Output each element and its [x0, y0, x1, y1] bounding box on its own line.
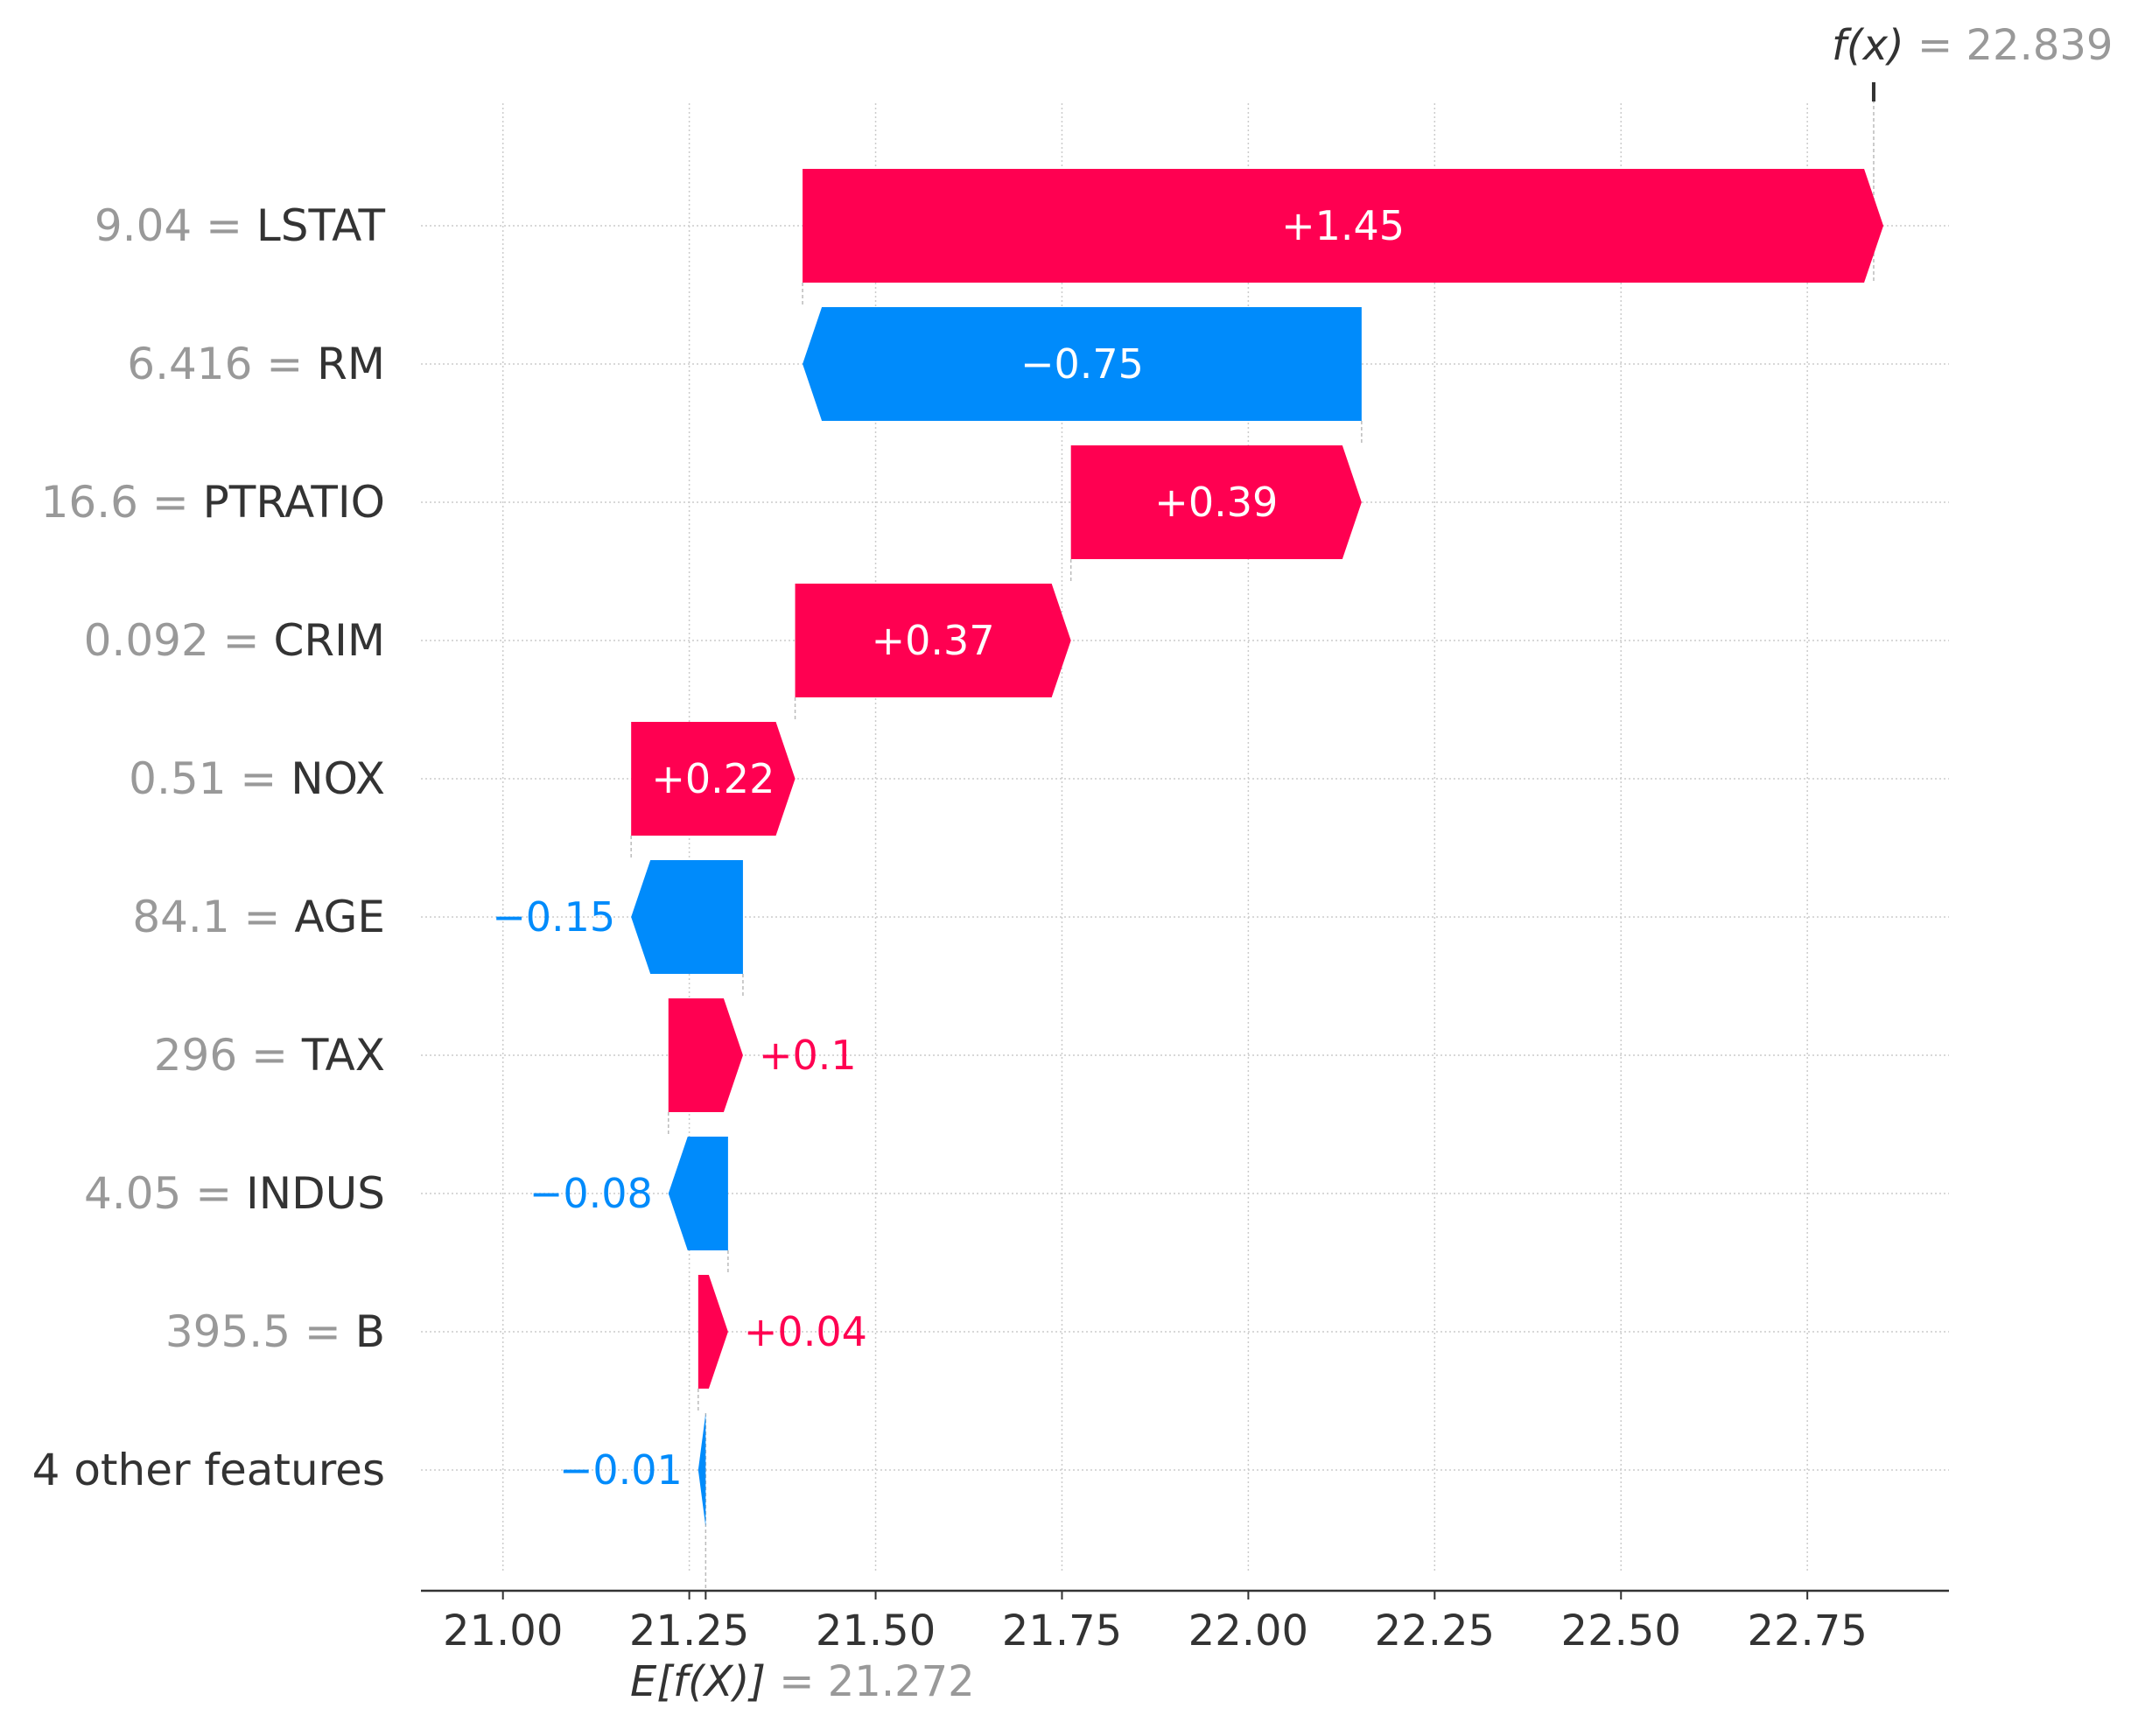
x-axis: 21.00 21.25 21.50 21.75 22.00 22.25 22.50 22.75 [421, 1589, 1949, 1656]
x-tick-label: 22.25 [1375, 1606, 1495, 1656]
output-value-label: f(x) = 22.839 [1832, 21, 2113, 70]
bar [795, 584, 1071, 697]
feature-label: 6.416 = RM [127, 339, 385, 389]
feature-label: 4 other features [32, 1445, 385, 1495]
feature-labels: 9.04 = LSTAT 6.416 = RM 16.6 = PTRATIO 0.09… [32, 200, 386, 1495]
feature-label: 395.5 = B [165, 1306, 385, 1357]
x-tick-label: 21.25 [629, 1606, 749, 1656]
bar-label: +0.22 [651, 755, 775, 802]
feature-name: NOX [291, 753, 385, 804]
feature-label: 0.51 = NOX [129, 753, 385, 804]
x-tick-label: 22.50 [1561, 1606, 1681, 1656]
feature-value: 0.51 = [129, 753, 291, 804]
bar [668, 998, 743, 1112]
x-tick-label: 22.00 [1188, 1606, 1308, 1656]
feature-value: 9.04 = [95, 200, 256, 251]
bar [803, 307, 1362, 421]
bars [631, 169, 1884, 1527]
bar-label: +0.39 [1154, 479, 1278, 526]
feature-name: RM [317, 339, 385, 389]
feature-value: 4.05 = [84, 1168, 246, 1219]
feature-name: INDUS [246, 1168, 385, 1219]
bar-label: +0.04 [744, 1308, 867, 1355]
feature-value: 395.5 = [165, 1306, 355, 1357]
x-tick-label: 22.75 [1747, 1606, 1867, 1656]
feature-value: 0.092 = [84, 615, 274, 666]
feature-label: 9.04 = LSTAT [95, 200, 386, 251]
x-tick-label: 21.00 [443, 1606, 563, 1656]
base-value-annotation: E[f(X)] = 21.272 [630, 1657, 975, 1706]
x-tick-label: 21.50 [816, 1606, 936, 1656]
bar [697, 1275, 728, 1389]
feature-name: TAX [301, 1030, 385, 1081]
bar [668, 1137, 728, 1250]
base-value-label: E[f(X)] = 21.272 [630, 1657, 975, 1706]
output-value-annotation: f(x) = 22.839 [1832, 21, 2113, 102]
bar [1070, 445, 1362, 559]
bar-label: −0.08 [529, 1170, 653, 1217]
feature-name: PTRATIO [203, 477, 385, 528]
feature-label: 296 = TAX [154, 1030, 385, 1081]
bar-label: +0.37 [872, 617, 995, 664]
output-value-number: = 22.839 [1904, 21, 2113, 70]
feature-value: 296 = [154, 1030, 302, 1081]
bar [803, 169, 1884, 283]
feature-label: 4.05 = INDUS [84, 1168, 385, 1219]
feature-name: CRIM [273, 615, 385, 666]
feature-value: 6.416 = [127, 339, 317, 389]
feature-label: 0.092 = CRIM [84, 615, 385, 666]
feature-label: 16.6 = PTRATIO [41, 477, 385, 528]
bar-label: −0.15 [492, 893, 615, 941]
bar-label: +1.45 [1281, 202, 1405, 249]
feature-name: 4 other features [32, 1445, 385, 1495]
output-value-symbol: f(x) [1832, 21, 1904, 70]
base-value-symbol: E[f(X)] [630, 1657, 766, 1706]
feature-name: LSTAT [256, 200, 386, 251]
feature-label: 84.1 = AGE [132, 892, 385, 942]
feature-value: 84.1 = [132, 892, 294, 942]
x-tick-label: 21.75 [1002, 1606, 1122, 1656]
base-value-number: = 21.272 [766, 1657, 975, 1706]
feature-value: 16.6 = [41, 477, 203, 528]
bar [631, 860, 743, 974]
feature-name: B [355, 1306, 385, 1357]
bar-labels: +1.45 −0.75 +0.39 +0.37 +0.22 −0.15 +0.1 −0.08 +… [492, 202, 1405, 1494]
feature-name: AGE [294, 892, 385, 942]
bar [631, 722, 796, 836]
bar-label: +0.1 [759, 1032, 857, 1079]
bar-label: −0.01 [559, 1446, 683, 1494]
bar-label: −0.75 [1020, 340, 1144, 388]
bar [697, 1413, 706, 1527]
